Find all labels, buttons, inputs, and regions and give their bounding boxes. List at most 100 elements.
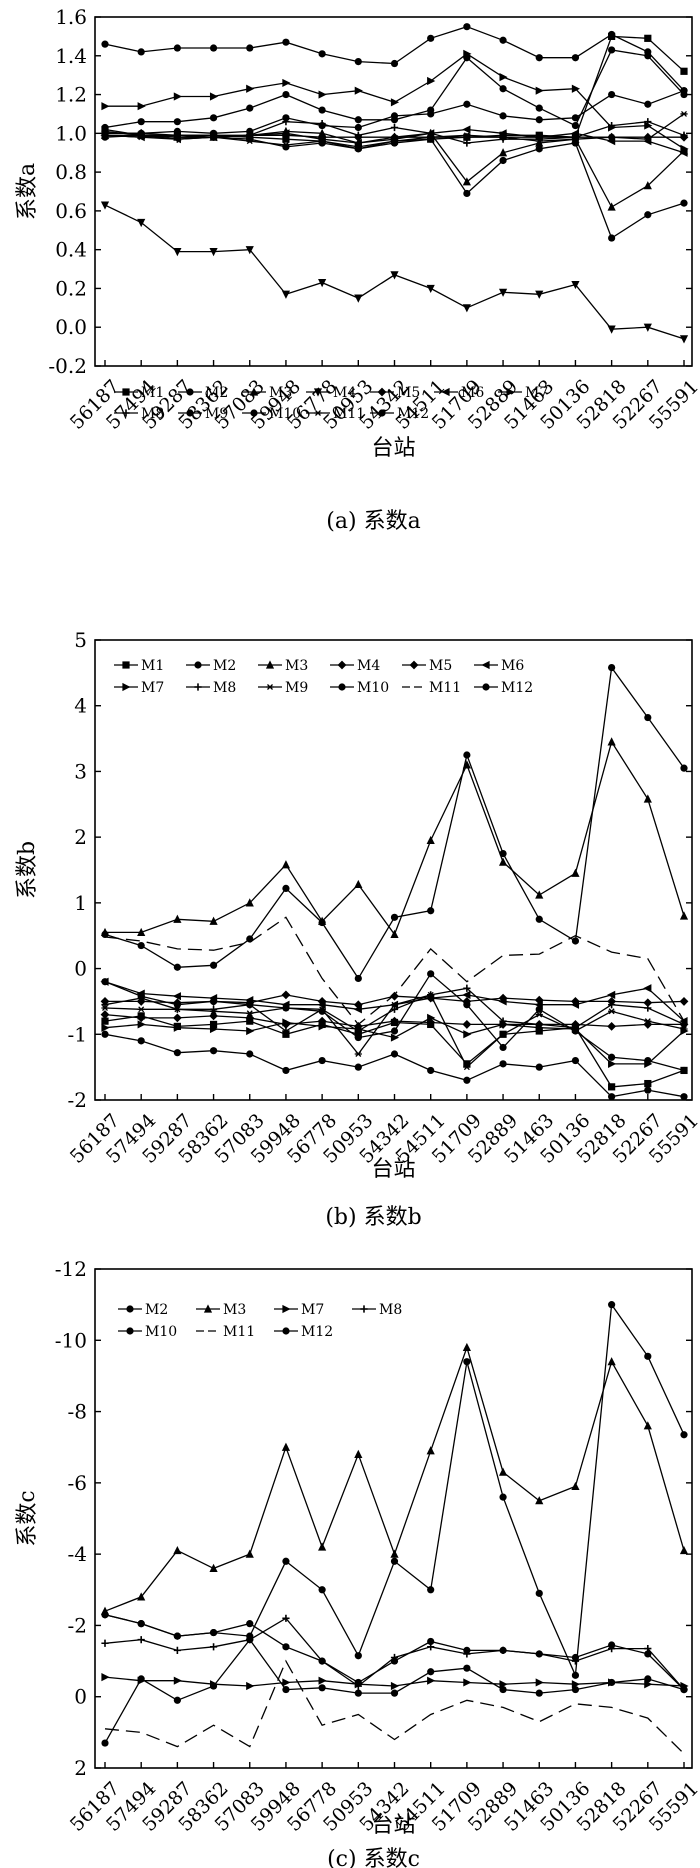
y-axis-label: 系数a bbox=[15, 163, 40, 220]
legend-item-M10: M10 bbox=[242, 406, 301, 422]
y-tick-label: 0 bbox=[74, 1685, 87, 1709]
legend-item-M2: M2 bbox=[178, 385, 228, 401]
data-point bbox=[571, 1680, 581, 1689]
data-point bbox=[644, 1079, 652, 1088]
data-point bbox=[608, 1083, 616, 1091]
data-point bbox=[535, 290, 544, 299]
data-point bbox=[644, 1004, 652, 1012]
data-point bbox=[318, 1542, 327, 1551]
data-point bbox=[137, 118, 145, 126]
data-point bbox=[644, 1352, 652, 1360]
data-point bbox=[101, 1023, 110, 1032]
data-point bbox=[608, 1059, 617, 1068]
legend-item-M10: M10 bbox=[118, 1324, 177, 1340]
data-point bbox=[101, 1005, 109, 1011]
data-point bbox=[173, 44, 181, 52]
legend-label: M8 bbox=[213, 680, 236, 696]
data-point bbox=[390, 1050, 399, 1058]
data-point bbox=[390, 1549, 399, 1558]
data-point bbox=[281, 129, 290, 138]
series-M12 bbox=[101, 87, 688, 137]
data-point bbox=[173, 963, 181, 971]
data-point bbox=[608, 234, 616, 242]
y-tick-label: -0.2 bbox=[48, 354, 87, 378]
data-point bbox=[462, 125, 471, 134]
data-point bbox=[354, 1051, 362, 1057]
plot-frame bbox=[94, 639, 693, 1101]
data-point bbox=[571, 136, 580, 143]
data-point bbox=[535, 1689, 543, 1697]
data-point bbox=[282, 38, 290, 46]
data-point bbox=[571, 1671, 580, 1679]
data-point bbox=[535, 1678, 544, 1687]
legend-marker bbox=[265, 660, 275, 669]
y-tick-label: 1.6 bbox=[55, 5, 87, 29]
legend-item-M2: M2 bbox=[118, 1302, 168, 1318]
data-point bbox=[137, 1020, 146, 1029]
legend-label: M5 bbox=[429, 658, 452, 674]
data-point bbox=[499, 1043, 507, 1052]
data-point bbox=[246, 1620, 254, 1628]
data-point bbox=[173, 1632, 181, 1640]
data-point bbox=[643, 323, 652, 332]
data-point bbox=[390, 271, 399, 280]
series-M8 bbox=[101, 1614, 688, 1694]
legend-item-M8: M8 bbox=[114, 406, 164, 422]
data-point bbox=[101, 123, 109, 132]
data-point bbox=[137, 1592, 146, 1601]
data-point bbox=[354, 1033, 362, 1042]
legend-item-M6: M6 bbox=[474, 658, 524, 674]
legend-label: M10 bbox=[145, 1324, 177, 1340]
legend-label: M11 bbox=[333, 406, 365, 422]
legend-label: M5 bbox=[397, 385, 420, 401]
legend-label: M3 bbox=[223, 1302, 246, 1318]
series-M4 bbox=[100, 201, 689, 344]
data-point bbox=[462, 990, 471, 999]
data-point bbox=[499, 1017, 507, 1025]
data-point bbox=[390, 112, 399, 120]
legend-marker bbox=[250, 409, 258, 417]
data-point bbox=[643, 132, 653, 142]
y-tick-label: 1.2 bbox=[55, 83, 87, 107]
series-M11 bbox=[101, 110, 688, 152]
data-point bbox=[607, 737, 616, 746]
data-point bbox=[679, 1545, 689, 1555]
data-point bbox=[679, 148, 688, 157]
data-point bbox=[644, 211, 652, 219]
data-point bbox=[608, 46, 616, 54]
data-point bbox=[282, 114, 290, 122]
data-point bbox=[318, 1684, 326, 1692]
data-point bbox=[680, 199, 688, 207]
data-point bbox=[535, 86, 544, 95]
data-point bbox=[354, 1063, 362, 1071]
legend-label: M6 bbox=[501, 658, 524, 674]
legend-item-M2: M2 bbox=[186, 658, 236, 674]
data-point bbox=[644, 100, 652, 108]
data-point bbox=[209, 1024, 219, 1034]
data-point bbox=[209, 1020, 218, 1029]
legend-item-M9: M9 bbox=[178, 406, 228, 422]
data-point bbox=[427, 76, 436, 86]
y-tick-label: -4 bbox=[68, 1542, 87, 1566]
data-point bbox=[463, 23, 471, 31]
legend-item-M10: M10 bbox=[330, 680, 389, 696]
data-point bbox=[427, 1676, 436, 1685]
data-point bbox=[462, 177, 471, 186]
data-point bbox=[282, 1066, 290, 1075]
data-point bbox=[427, 991, 435, 998]
data-point bbox=[607, 1357, 616, 1366]
data-point bbox=[173, 118, 181, 126]
data-point bbox=[209, 92, 219, 101]
data-point bbox=[499, 1493, 507, 1501]
data-point bbox=[571, 54, 580, 62]
data-point bbox=[644, 1680, 653, 1689]
legend-label: M8 bbox=[379, 1302, 402, 1318]
data-point bbox=[282, 141, 290, 148]
data-point bbox=[137, 1620, 145, 1628]
data-point bbox=[354, 86, 363, 95]
data-point bbox=[246, 1001, 254, 1009]
data-point bbox=[535, 54, 543, 62]
data-point bbox=[608, 1001, 616, 1009]
series-line-M2 bbox=[104, 1614, 685, 1691]
data-point bbox=[354, 879, 363, 889]
